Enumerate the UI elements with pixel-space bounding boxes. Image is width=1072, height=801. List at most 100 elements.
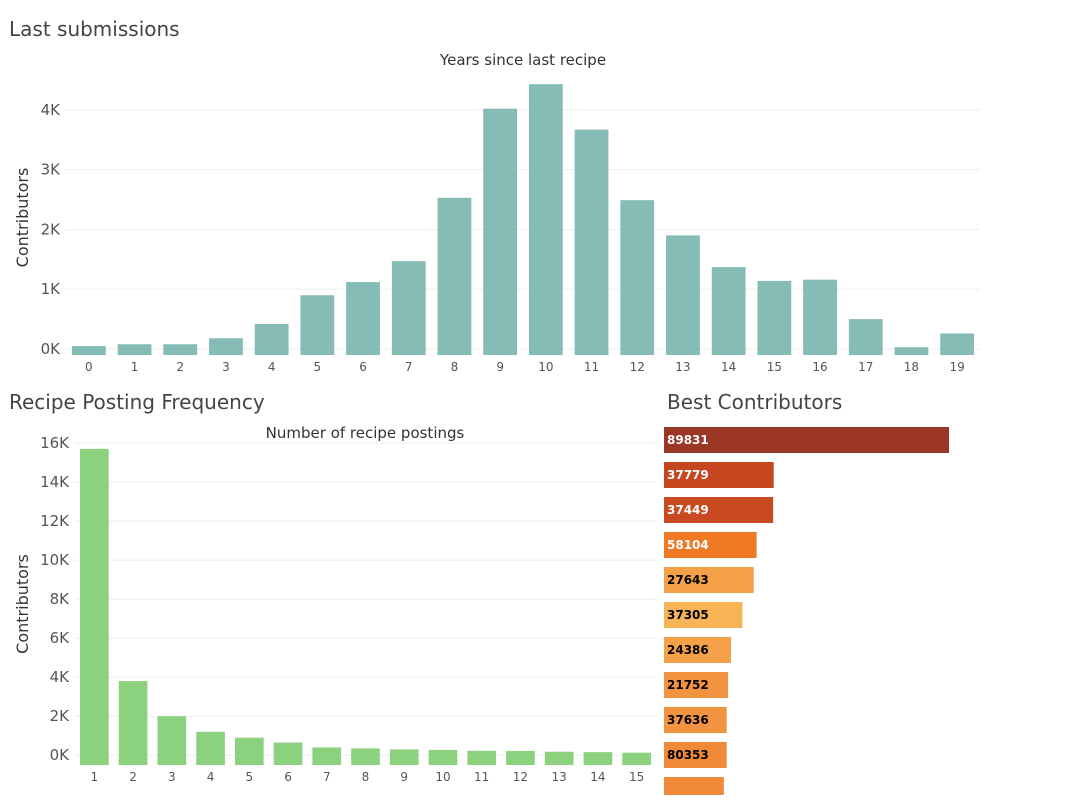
contributor-bar[interactable] bbox=[664, 462, 774, 488]
postings-chart-xtick-label: 6 bbox=[284, 770, 292, 784]
contributor-bar[interactable] bbox=[664, 742, 727, 768]
contributor-id-label: 58104 bbox=[667, 538, 709, 552]
postings-chart-bar[interactable] bbox=[544, 751, 574, 765]
years-chart-ytick-label: 3K bbox=[41, 161, 62, 179]
postings-chart-bar[interactable] bbox=[428, 749, 458, 765]
years-chart-xtick-label: 19 bbox=[950, 360, 965, 374]
years-chart-bar[interactable] bbox=[71, 346, 106, 355]
years-chart-title: Years since last recipe bbox=[439, 51, 606, 69]
section-title-best-contributors: Best Contributors bbox=[667, 390, 843, 414]
postings-chart-ylabel: Contributors bbox=[13, 554, 32, 654]
postings-chart-xtick-label: 10 bbox=[435, 770, 450, 784]
postings-chart-bar[interactable] bbox=[467, 750, 497, 765]
years-chart-bar[interactable] bbox=[528, 84, 563, 355]
years-chart-xtick-label: 9 bbox=[496, 360, 504, 374]
years-chart-bar[interactable] bbox=[940, 333, 975, 355]
years-chart-xtick-label: 1 bbox=[131, 360, 139, 374]
contributor-bar[interactable] bbox=[664, 777, 724, 795]
years-chart-xtick-label: 16 bbox=[812, 360, 827, 374]
years-chart-bar[interactable] bbox=[209, 338, 243, 355]
years-chart-xtick-label: 6 bbox=[359, 360, 367, 374]
contributor-bar[interactable] bbox=[664, 637, 731, 663]
years-chart-bar[interactable] bbox=[117, 344, 152, 355]
section-title-recipe-frequency: Recipe Posting Frequency bbox=[9, 390, 265, 414]
years-since-last-recipe-chart: Years since last recipe 0K 1K 2K 3K 4K Contrib… bbox=[13, 51, 980, 374]
years-chart-xtick-label: 5 bbox=[314, 360, 322, 374]
years-chart-xtick-label: 3 bbox=[222, 360, 230, 374]
years-chart-bar[interactable] bbox=[437, 197, 472, 355]
postings-chart-bar[interactable] bbox=[312, 747, 342, 765]
postings-chart-bar[interactable] bbox=[80, 448, 109, 765]
best-contributors-chart: 89831 37779 37449 58104 27643 37305 24386 21752… bbox=[664, 427, 949, 795]
postings-chart-xtick-label: 13 bbox=[552, 770, 567, 784]
contributor-bar[interactable] bbox=[664, 672, 729, 698]
contributor-id-label: 80353 bbox=[667, 748, 709, 762]
years-chart-xtick-label: 13 bbox=[675, 360, 690, 374]
postings-chart-bar[interactable] bbox=[196, 731, 225, 765]
contributor-bar[interactable] bbox=[664, 427, 949, 453]
years-chart-bar[interactable] bbox=[254, 323, 289, 355]
years-chart-xtick-label: 11 bbox=[584, 360, 599, 374]
years-chart-ytick-label: 1K bbox=[41, 280, 62, 298]
years-chart-xtick-label: 2 bbox=[176, 360, 184, 374]
recipe-postings-chart: Number of recipe postings0K2K4K6K8K10K12… bbox=[13, 424, 656, 784]
contributor-bar[interactable] bbox=[664, 532, 757, 558]
years-chart-bar[interactable] bbox=[391, 261, 426, 355]
years-chart-bar[interactable] bbox=[803, 279, 837, 355]
postings-chart-xtick-label: 1 bbox=[91, 770, 99, 784]
years-chart-ytick-label: 0K bbox=[41, 340, 62, 358]
contributor-bar[interactable] bbox=[664, 567, 754, 593]
contributor-id-label: 89831 bbox=[667, 433, 709, 447]
years-chart-ytick-label: 4K bbox=[41, 101, 62, 119]
years-chart-bar[interactable] bbox=[483, 108, 518, 356]
years-chart-xtick-label: 8 bbox=[451, 360, 459, 374]
years-chart-xtick-label: 0 bbox=[85, 360, 93, 374]
years-chart-xtick-label: 10 bbox=[538, 360, 553, 374]
years-chart-bar[interactable] bbox=[757, 280, 792, 355]
years-chart-bar[interactable] bbox=[163, 344, 198, 355]
section-title-last-submissions: Last submissions bbox=[9, 17, 180, 41]
contributor-id-label: 27643 bbox=[667, 573, 709, 587]
years-chart-xtick-label: 18 bbox=[904, 360, 919, 374]
postings-chart-bar[interactable] bbox=[273, 742, 303, 765]
postings-chart-xtick-label: 5 bbox=[245, 770, 253, 784]
years-chart-bar[interactable] bbox=[620, 200, 655, 355]
postings-chart-bar[interactable] bbox=[622, 752, 651, 765]
postings-chart-ytick-label: 14K bbox=[40, 473, 70, 491]
contributor-id-label: 24386 bbox=[667, 643, 709, 657]
contributor-id-label: 37636 bbox=[667, 713, 709, 727]
postings-chart-xtick-label: 14 bbox=[590, 770, 605, 784]
postings-chart-xtick-label: 11 bbox=[474, 770, 489, 784]
years-chart-bar[interactable] bbox=[711, 267, 746, 355]
contributor-bar[interactable] bbox=[664, 497, 774, 523]
years-chart-bar[interactable] bbox=[574, 129, 609, 355]
postings-chart-bar[interactable] bbox=[234, 737, 264, 765]
postings-chart-ytick-label: 2K bbox=[50, 707, 71, 725]
years-chart-bar[interactable] bbox=[894, 347, 929, 355]
postings-chart-bar[interactable] bbox=[351, 748, 380, 765]
postings-chart-xtick-label: 12 bbox=[513, 770, 528, 784]
years-chart-bar[interactable] bbox=[666, 235, 700, 355]
postings-chart-ytick-label: 0K bbox=[50, 746, 71, 764]
years-chart-bar[interactable] bbox=[346, 282, 380, 355]
postings-chart-xtick-label: 4 bbox=[207, 770, 215, 784]
postings-chart-bar[interactable] bbox=[389, 749, 419, 765]
postings-chart-xtick-label: 15 bbox=[629, 770, 644, 784]
years-chart-xtick-label: 17 bbox=[858, 360, 873, 374]
years-chart-ylabel: Contributors bbox=[13, 168, 32, 268]
contributor-bar[interactable] bbox=[664, 707, 727, 733]
postings-chart-xtick-label: 3 bbox=[168, 770, 176, 784]
postings-chart-bar[interactable] bbox=[506, 750, 535, 765]
contributor-id-label: 37305 bbox=[667, 608, 709, 622]
postings-chart-xtick-label: 9 bbox=[400, 770, 408, 784]
postings-chart-xtick-label: 2 bbox=[129, 770, 137, 784]
postings-chart-bar[interactable] bbox=[583, 752, 613, 765]
years-chart-xtick-label: 4 bbox=[268, 360, 276, 374]
years-chart-xtick-label: 15 bbox=[767, 360, 782, 374]
postings-chart-bar[interactable] bbox=[118, 681, 148, 765]
years-chart-bar[interactable] bbox=[848, 319, 883, 355]
postings-chart-xtick-label: 7 bbox=[323, 770, 331, 784]
years-chart-bar[interactable] bbox=[300, 295, 335, 355]
postings-chart-bar[interactable] bbox=[157, 716, 187, 765]
contributor-bar[interactable] bbox=[664, 602, 743, 628]
